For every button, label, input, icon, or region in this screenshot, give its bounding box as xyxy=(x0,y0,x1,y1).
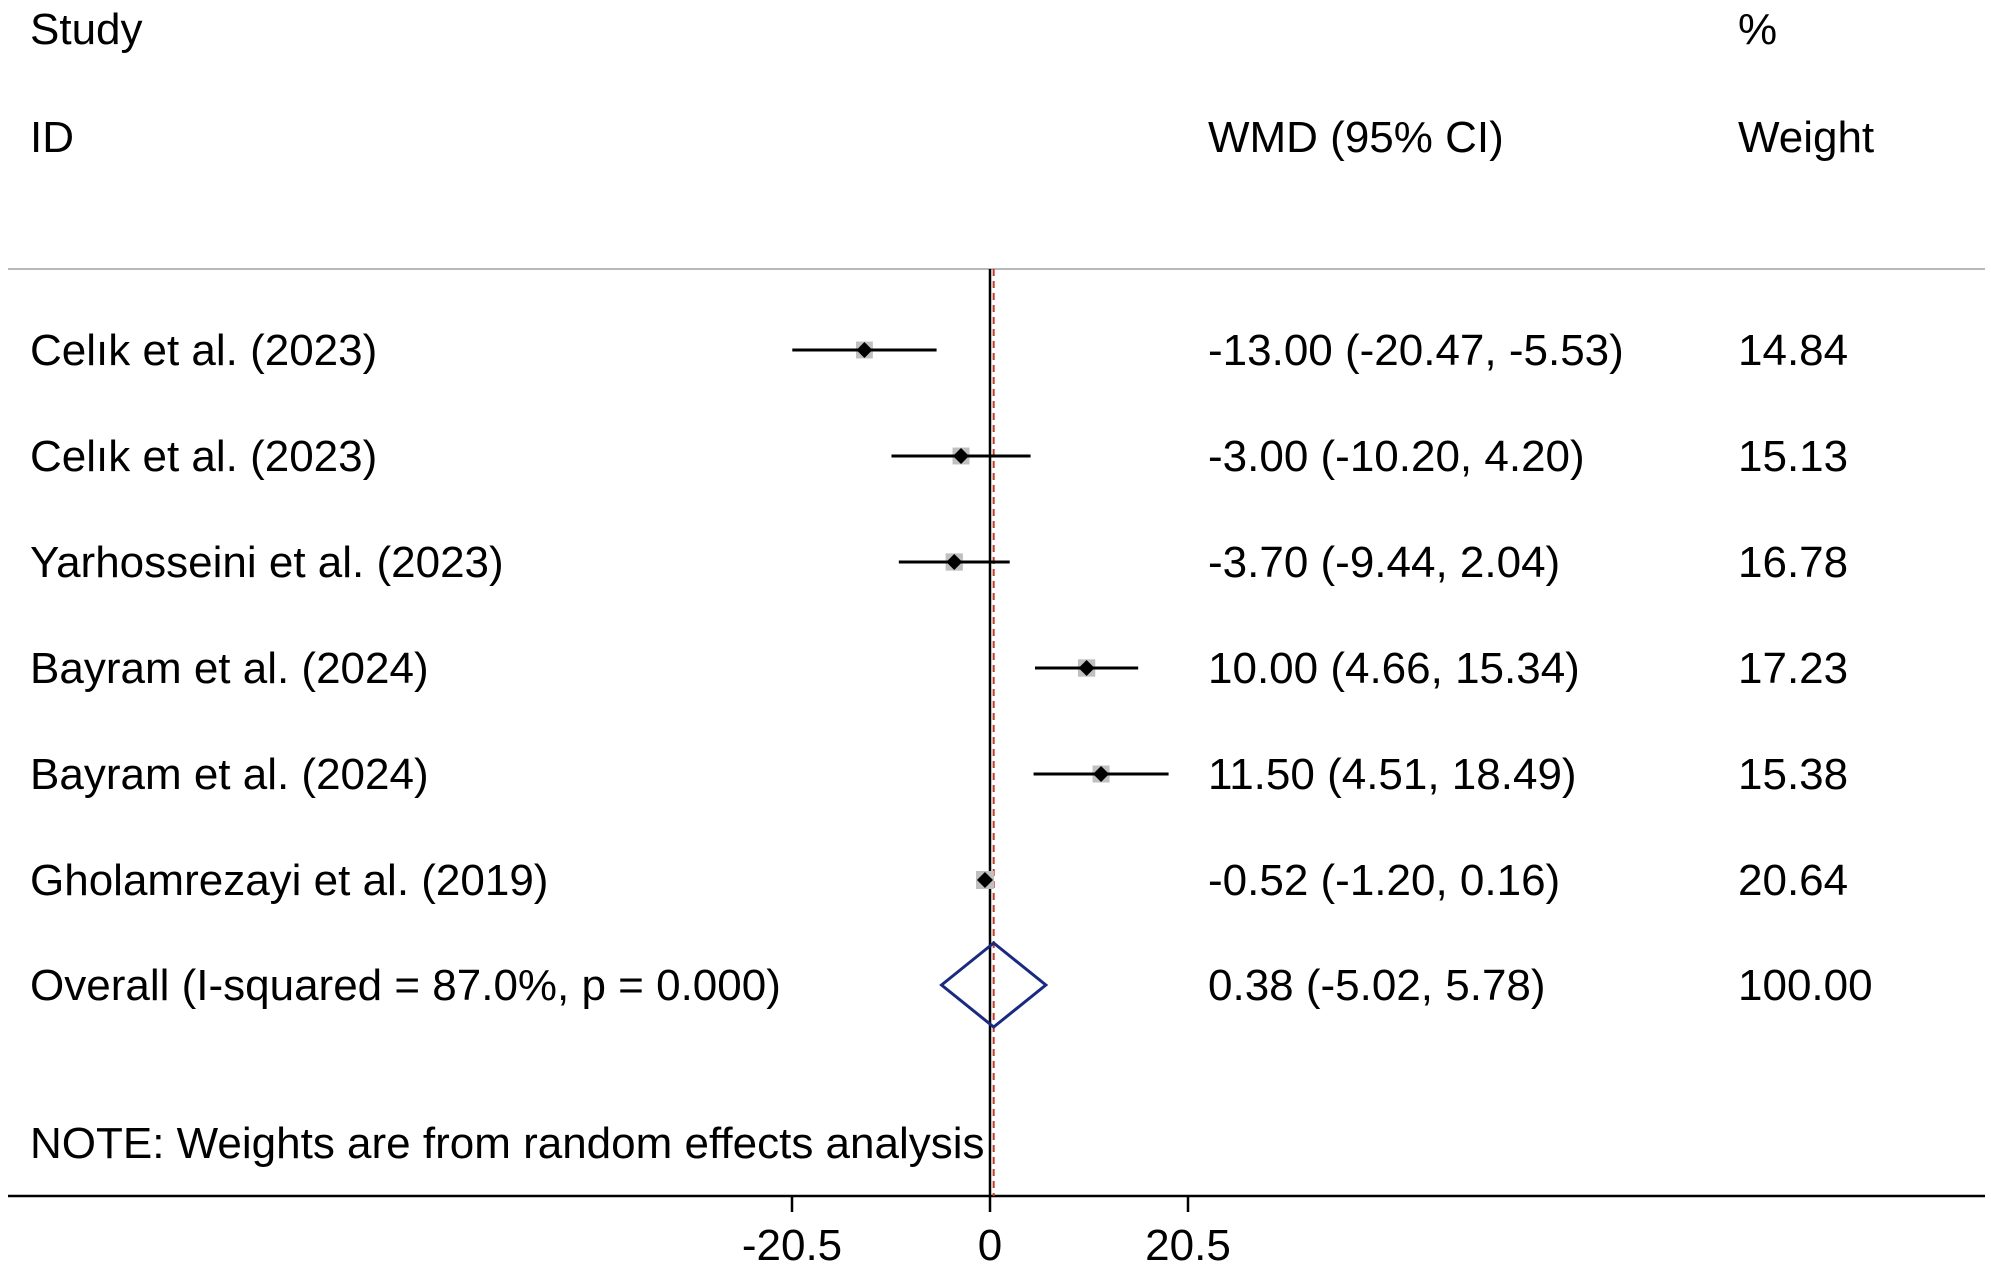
point-estimate xyxy=(1093,766,1110,782)
overall-ci-text: 0.38 (-5.02, 5.78) xyxy=(1208,961,1546,1010)
point-estimate xyxy=(1078,660,1095,676)
study-ci-text: -3.70 (-9.44, 2.04) xyxy=(1208,538,1560,587)
point-estimate xyxy=(953,448,970,464)
study-weight-text: 15.13 xyxy=(1738,432,1848,481)
study-ci-text: -3.00 (-10.20, 4.20) xyxy=(1208,432,1585,481)
header-id: ID xyxy=(30,113,74,162)
study-label: Gholamrezayi et al. (2019) xyxy=(30,856,548,905)
study-weight-text: 20.64 xyxy=(1738,856,1848,905)
study-ci-text: -13.00 (-20.47, -5.53) xyxy=(1208,326,1624,375)
study-weight-text: 17.23 xyxy=(1738,644,1848,693)
header-study: Study xyxy=(30,5,143,54)
study-label: Celık et al. (2023) xyxy=(30,326,377,375)
study-weight-text: 15.38 xyxy=(1738,750,1848,799)
study-label: Yarhosseini et al. (2023) xyxy=(30,538,504,587)
study-row: Celık et al. (2023) -13.00 (-20.47, -5.53… xyxy=(30,326,1848,375)
header-weight: Weight xyxy=(1738,113,1874,162)
study-weight-text: 14.84 xyxy=(1738,326,1848,375)
study-label: Bayram et al. (2024) xyxy=(30,750,429,799)
study-row: Gholamrezayi et al. (2019) -0.52 (-1.20, … xyxy=(30,856,1848,905)
study-row: Yarhosseini et al. (2023) -3.70 (-9.44, 2… xyxy=(30,538,1848,587)
study-row: Celık et al. (2023) -3.00 (-10.20, 4.20) 1… xyxy=(30,432,1848,481)
study-weight-text: 16.78 xyxy=(1738,538,1848,587)
study-label: Bayram et al. (2024) xyxy=(30,644,429,693)
study-row: Bayram et al. (2024) 11.50 (4.51, 18.49) 1… xyxy=(30,750,1848,799)
header-percent: % xyxy=(1738,5,1777,54)
study-row: Bayram et al. (2024) 10.00 (4.66, 15.34) 1… xyxy=(30,644,1848,693)
x-tick-label: 20.5 xyxy=(1145,1221,1231,1270)
x-tick-label: -20.5 xyxy=(742,1221,842,1270)
header-effect: WMD (95% CI) xyxy=(1208,113,1504,162)
x-tick-label: 0 xyxy=(978,1221,1002,1270)
point-estimate xyxy=(856,342,873,358)
weights-note: NOTE: Weights are from random effects an… xyxy=(30,1119,985,1168)
study-ci-text: 10.00 (4.66, 15.34) xyxy=(1208,644,1580,693)
point-estimate xyxy=(946,554,963,570)
overall-diamond xyxy=(939,941,1049,1029)
study-ci-text: -0.52 (-1.20, 0.16) xyxy=(1208,856,1560,905)
point-estimate xyxy=(976,872,993,888)
study-ci-text: 11.50 (4.51, 18.49) xyxy=(1208,750,1577,799)
overall-weight-text: 100.00 xyxy=(1738,961,1873,1010)
study-label: Celık et al. (2023) xyxy=(30,432,377,481)
overall-label: Overall (I-squared = 87.0%, p = 0.000) xyxy=(30,961,781,1010)
